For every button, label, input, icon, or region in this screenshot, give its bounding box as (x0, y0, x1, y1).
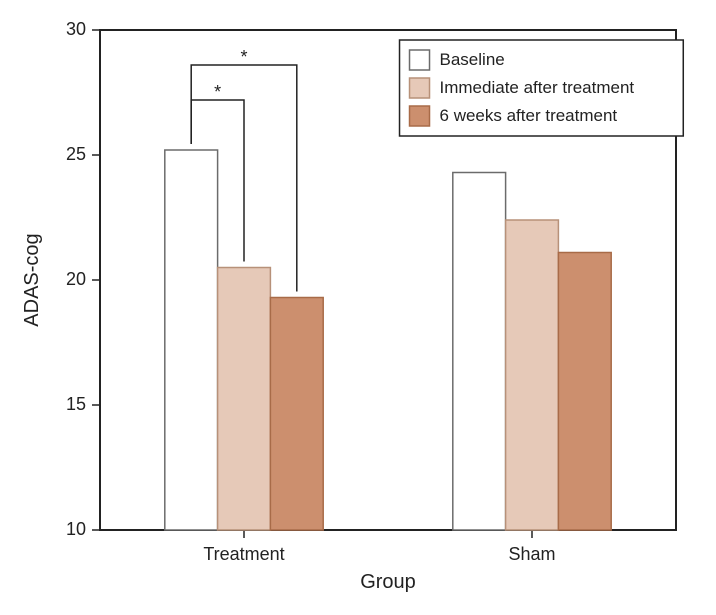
svg-text:Group: Group (360, 571, 416, 593)
svg-text:10: 10 (66, 519, 86, 539)
svg-text:Sham: Sham (508, 544, 555, 564)
svg-text:Immediate after treatment: Immediate after treatment (440, 78, 635, 97)
svg-text:Baseline: Baseline (440, 50, 505, 69)
svg-text:*: * (240, 47, 247, 67)
svg-text:6 weeks after treatment: 6 weeks after treatment (440, 106, 618, 125)
chart-svg: 10 15 20 25 30 ADAS-cog Treatment Sham Group * * Ba… (0, 0, 716, 610)
svg-text:*: * (214, 82, 221, 102)
adas-cog-chart: 10 15 20 25 30 ADAS-cog Treatment Sham Group * * Ba… (0, 0, 716, 610)
svg-text:ADAS-cog: ADAS-cog (21, 233, 43, 326)
svg-text:Treatment: Treatment (203, 544, 284, 564)
svg-text:15: 15 (66, 394, 86, 414)
svg-text:20: 20 (66, 269, 86, 289)
svg-text:30: 30 (66, 19, 86, 39)
svg-text:25: 25 (66, 144, 86, 164)
